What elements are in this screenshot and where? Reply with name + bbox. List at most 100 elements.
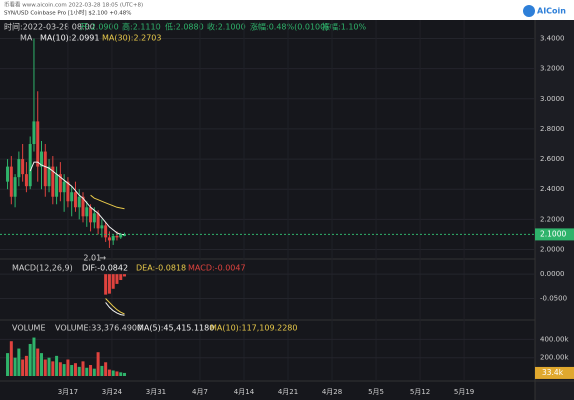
volume-bar bbox=[9, 341, 13, 376]
volume-bar bbox=[70, 365, 74, 376]
volume-bar bbox=[111, 370, 115, 376]
candle-body bbox=[111, 235, 115, 241]
indicator-line bbox=[90, 194, 125, 210]
ohlc-field: 收:2.1000 bbox=[207, 22, 246, 32]
y-tick-label: 3.2000 bbox=[540, 65, 565, 73]
candle-body bbox=[40, 151, 44, 167]
candle-body bbox=[119, 234, 123, 238]
volume-bar bbox=[89, 365, 93, 376]
low-marker: 2.01 bbox=[83, 253, 101, 262]
legend-entry: DIF:-0.0842 bbox=[82, 264, 128, 273]
candle-body bbox=[115, 235, 119, 238]
y-tick-label: 3.4000 bbox=[540, 35, 565, 43]
volume-bar bbox=[66, 359, 70, 376]
volume-bar bbox=[85, 367, 89, 376]
y-tick-label: 2.4000 bbox=[540, 185, 565, 193]
candle-body bbox=[100, 225, 104, 229]
volume-bar bbox=[6, 353, 10, 376]
volume-bar bbox=[115, 371, 119, 376]
volume-bar bbox=[119, 372, 123, 376]
volume-bar bbox=[17, 348, 21, 376]
low-arrow: → bbox=[99, 253, 106, 262]
volume-bar bbox=[104, 362, 108, 376]
legend-entry: MA(10):2.0991 bbox=[40, 34, 99, 43]
volume-bar bbox=[62, 364, 66, 376]
x-tick-label: 4月7 bbox=[192, 388, 208, 396]
volume-bar bbox=[107, 369, 111, 376]
y-tick-label: 0.0000 bbox=[540, 270, 565, 278]
candle-body bbox=[89, 207, 93, 223]
pane-title: MACD(12,26,9) bbox=[12, 264, 73, 273]
y-tick-label: 3.0000 bbox=[540, 95, 565, 103]
indicator-line bbox=[105, 302, 125, 316]
pane-title: VOLUME bbox=[12, 324, 46, 333]
ohlc-field: 低:2.0880 bbox=[165, 22, 204, 32]
volume-bar bbox=[55, 355, 59, 376]
macd-bar bbox=[115, 274, 119, 284]
legend-entry: DEA:-0.0818 bbox=[136, 264, 186, 273]
y-tick-label: -0.0500 bbox=[540, 295, 567, 303]
macd-bar bbox=[111, 274, 115, 289]
ohlc-field: 开:2.0900 bbox=[80, 23, 119, 32]
y-tick-label: 200.00k bbox=[540, 354, 569, 362]
volume-bar bbox=[13, 357, 17, 376]
legend-entry: MACD:-0.0047 bbox=[188, 264, 246, 273]
pair: SYN/USD Coinbase Pro [1小时] $2.100 +0.48% bbox=[4, 9, 131, 17]
macd-bar bbox=[107, 274, 111, 294]
candle-body bbox=[28, 144, 32, 187]
x-tick-label: 3月17 bbox=[58, 388, 78, 396]
volume-bar bbox=[24, 355, 28, 376]
legend-entry: MA(10):117,109.2280 bbox=[210, 324, 297, 333]
x-tick-label: 4月14 bbox=[234, 388, 255, 396]
volume-bar bbox=[51, 361, 55, 376]
y-tick-label: 2.8000 bbox=[540, 125, 565, 133]
x-tick-label: 5月19 bbox=[454, 388, 474, 396]
volume-bar bbox=[21, 359, 25, 376]
x-tick-label: 5月5 bbox=[368, 388, 384, 396]
candle-body bbox=[51, 166, 55, 197]
candle-body bbox=[123, 234, 127, 236]
candle-body bbox=[6, 166, 10, 182]
x-tick-label: 4月21 bbox=[278, 388, 298, 396]
candle-body bbox=[36, 121, 40, 167]
x-tick-label: 3月24 bbox=[102, 388, 123, 396]
candle-body bbox=[107, 237, 111, 241]
volume-bar bbox=[47, 357, 51, 376]
candle-body bbox=[47, 166, 51, 187]
header-bg bbox=[0, 0, 574, 20]
volume-bar bbox=[32, 337, 36, 376]
volume-bar bbox=[123, 372, 127, 376]
legend-entry: MA(5):45,415.1180 bbox=[137, 324, 214, 333]
volume-bar bbox=[73, 363, 77, 376]
candle-body bbox=[81, 196, 85, 217]
candle-body bbox=[85, 207, 89, 217]
volume-bar bbox=[36, 348, 40, 376]
ohlc-field: 高:2.1110 bbox=[122, 22, 161, 32]
last-price-tag bbox=[535, 228, 574, 241]
ohlc-field: 涨幅:0.48%(0.0100) bbox=[250, 22, 328, 32]
ohlc-field: 振幅:1.10% bbox=[322, 22, 367, 32]
volume-bar bbox=[28, 343, 32, 376]
volume-bar bbox=[92, 368, 96, 376]
last-volume-label: 33.4k bbox=[542, 368, 564, 377]
site: 币看看 www.aicoin.com 2022-03-28 18:05 (UTC… bbox=[4, 1, 143, 9]
indicator-line bbox=[105, 298, 125, 315]
x-tick-label: 4月28 bbox=[322, 388, 342, 396]
y-tick-label: 2.0000 bbox=[540, 245, 565, 253]
y-tick-label: 2.2000 bbox=[540, 215, 565, 223]
last-volume-tag bbox=[535, 366, 574, 379]
volume-bar bbox=[96, 352, 100, 376]
y-tick-label: 400.00k bbox=[540, 335, 569, 343]
volume-bar bbox=[81, 361, 85, 376]
axis-bg bbox=[535, 20, 574, 400]
last-price-label: 2.1000 bbox=[540, 229, 566, 238]
candle-body bbox=[24, 174, 28, 187]
candle-body bbox=[9, 166, 13, 197]
candle-body bbox=[21, 159, 25, 175]
volume-bar bbox=[43, 359, 47, 376]
candle-body bbox=[77, 196, 81, 208]
candle-body bbox=[62, 181, 66, 193]
macd-bar bbox=[123, 274, 127, 277]
